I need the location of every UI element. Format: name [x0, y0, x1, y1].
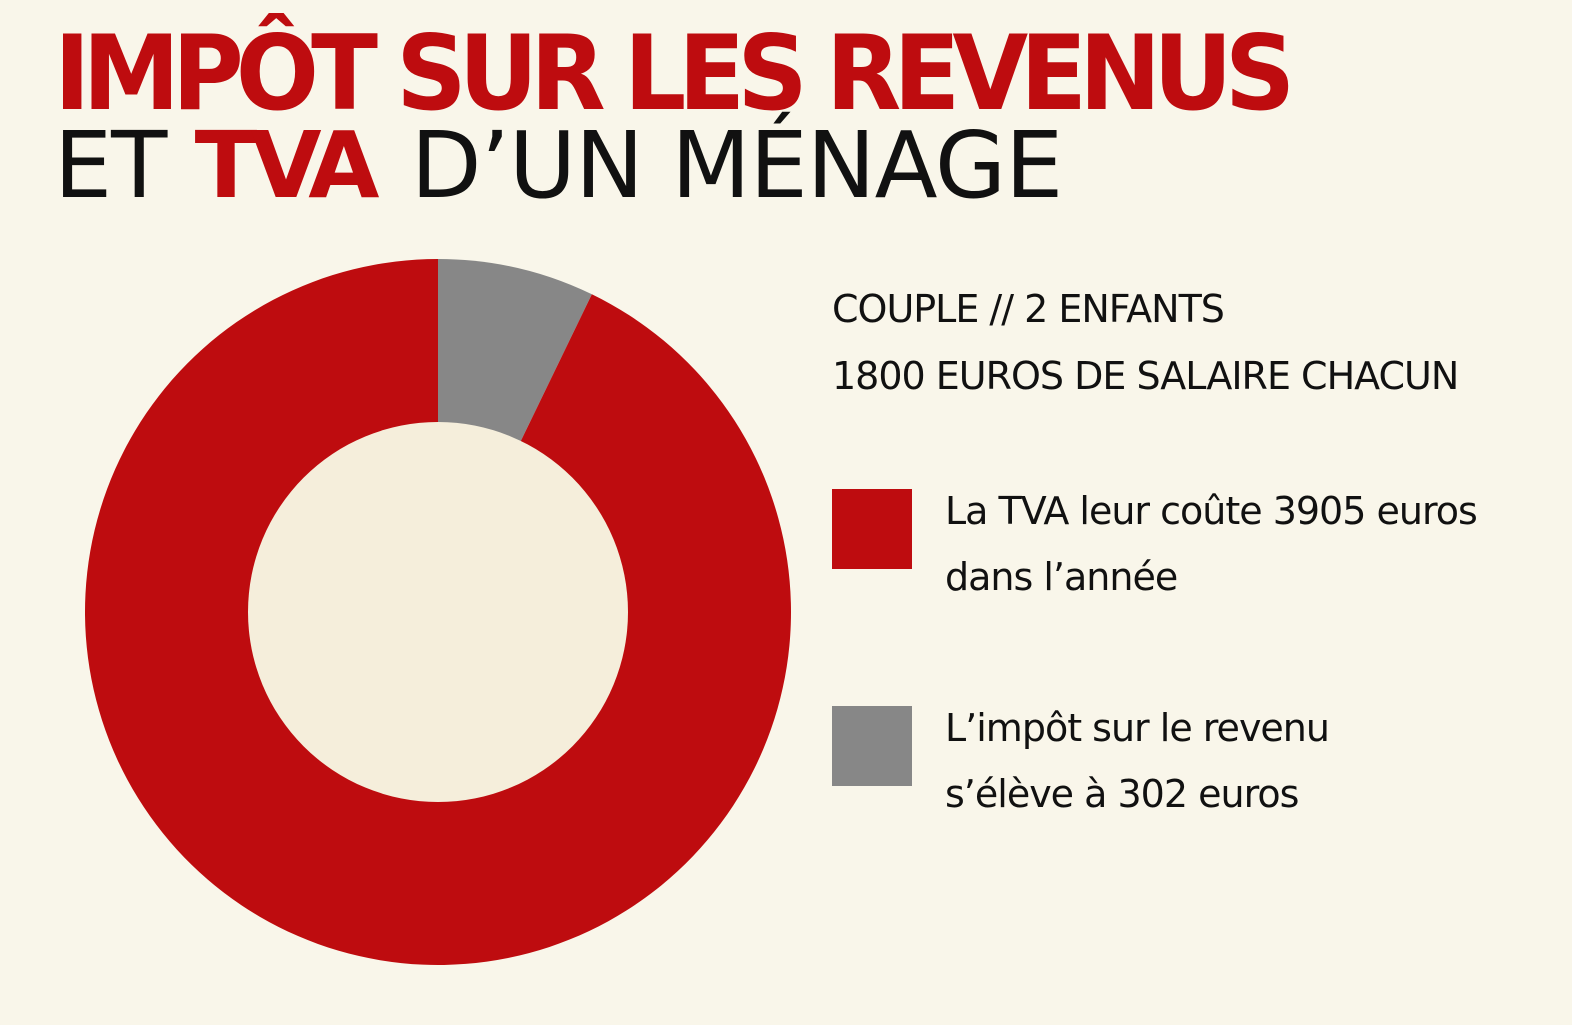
page-subtitle-heading: ET TVA D’UN MÉNAGE [54, 120, 1063, 212]
household-description: COUPLE // 2 ENFANTS [832, 287, 1225, 331]
page-title: IMPÔT SUR LES REVENUS [54, 13, 1295, 135]
title-suffix: D’UN MÉNAGE [410, 112, 1064, 219]
salary-description: 1800 EUROS DE SALAIRE CHACUN [832, 354, 1459, 398]
legend-label-impot-line2: s’élève à 302 euros [945, 772, 1299, 816]
legend-label-impot-line1: L’impôt sur le revenu [945, 706, 1330, 750]
donut-hole [248, 422, 628, 802]
legend-label-tva-line1: La TVA leur coûte 3905 euros [945, 489, 1478, 533]
legend-item-impot: L’impôt sur le revenu s’élève à 302 euro… [945, 695, 1545, 827]
legend-label-tva-line2: dans l’année [945, 555, 1178, 599]
title-prefix: ET [54, 112, 167, 219]
legend-item-tva: La TVA leur coûte 3905 euros dans l’anné… [945, 478, 1545, 610]
title-accent-tva: TVA [194, 112, 380, 219]
legend-swatch-tva [832, 489, 912, 569]
legend-swatch-impot [832, 706, 912, 786]
